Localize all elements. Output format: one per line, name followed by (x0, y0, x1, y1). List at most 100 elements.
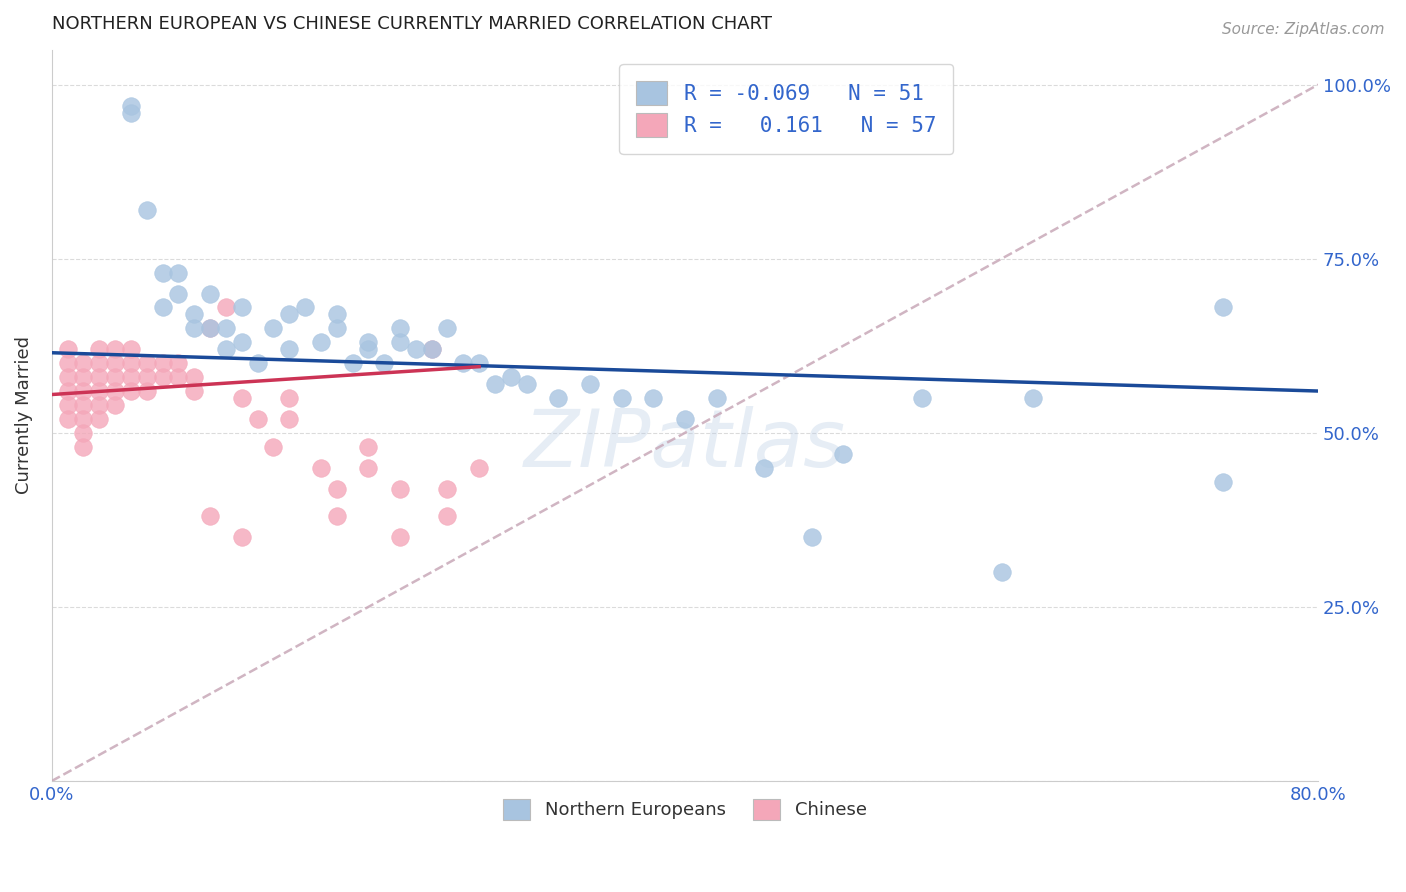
Point (72, 370, 94, 384)
Point (183, 370, 205, 384)
Point (388, 335, 411, 350)
Point (357, 460, 380, 475)
Point (309, 335, 332, 350)
Point (56, 343, 79, 357)
Point (294, 301, 316, 315)
Point (800, 530, 823, 544)
Point (231, 391, 253, 405)
Point (610, 391, 633, 405)
Point (643, 391, 665, 405)
Point (104, 398, 127, 412)
Point (72, 398, 94, 412)
Point (579, 377, 602, 392)
Point (120, 356, 142, 370)
Point (72, 440, 94, 454)
Point (309, 460, 332, 475)
Point (152, 356, 174, 370)
Point (673, 412, 696, 426)
Point (89, 356, 111, 370)
Point (262, 440, 284, 454)
Point (167, 286, 190, 301)
Point (357, 440, 380, 454)
Point (246, 412, 269, 426)
Point (420, 343, 443, 357)
Point (357, 335, 380, 350)
Point (56, 356, 79, 370)
Point (342, 356, 364, 370)
Point (752, 460, 775, 475)
Point (278, 308, 301, 322)
Point (135, 356, 157, 370)
Point (72, 412, 94, 426)
Point (89, 398, 111, 412)
Point (484, 377, 506, 392)
Point (246, 356, 269, 370)
Point (215, 301, 238, 315)
Point (373, 356, 395, 370)
Point (104, 356, 127, 370)
Point (167, 356, 190, 370)
Point (547, 391, 569, 405)
Point (135, 370, 157, 384)
Point (231, 301, 253, 315)
Point (516, 377, 538, 392)
Point (990, 565, 1012, 579)
Point (152, 301, 174, 315)
Point (911, 391, 934, 405)
Point (135, 384, 157, 398)
Point (56, 370, 79, 384)
Text: Source: ZipAtlas.com: Source: ZipAtlas.com (1222, 22, 1385, 37)
Text: NORTHERN EUROPEAN VS CHINESE CURRENTLY MARRIED CORRELATION CHART: NORTHERN EUROPEAN VS CHINESE CURRENTLY M… (52, 15, 772, 33)
Point (198, 321, 221, 335)
Point (56, 412, 79, 426)
Point (183, 308, 205, 322)
Point (183, 321, 205, 335)
Point (120, 98, 142, 112)
Y-axis label: Currently Married: Currently Married (15, 336, 32, 494)
Point (152, 266, 174, 280)
Point (72, 384, 94, 398)
Point (89, 384, 111, 398)
Point (89, 370, 111, 384)
Point (278, 343, 301, 357)
Point (262, 321, 284, 335)
Point (198, 509, 221, 524)
Point (357, 343, 380, 357)
Point (56, 384, 79, 398)
Point (325, 321, 347, 335)
Point (388, 530, 411, 544)
Point (89, 412, 111, 426)
Legend: Northern Europeans, Chinese: Northern Europeans, Chinese (496, 791, 873, 827)
Point (72, 425, 94, 440)
Point (388, 482, 411, 496)
Text: ZIPatlas: ZIPatlas (524, 406, 846, 483)
Point (56, 398, 79, 412)
Point (120, 343, 142, 357)
Point (436, 509, 458, 524)
Point (499, 370, 522, 384)
Point (468, 356, 491, 370)
Point (453, 356, 475, 370)
Point (215, 321, 238, 335)
Point (72, 356, 94, 370)
Point (231, 530, 253, 544)
Point (198, 286, 221, 301)
Point (325, 509, 347, 524)
Point (1212, 301, 1234, 315)
Point (120, 370, 142, 384)
Point (135, 202, 157, 217)
Point (152, 370, 174, 384)
Point (104, 343, 127, 357)
Point (436, 482, 458, 496)
Point (706, 391, 728, 405)
Point (325, 308, 347, 322)
Point (468, 460, 491, 475)
Point (1212, 475, 1234, 489)
Point (420, 343, 443, 357)
Point (120, 105, 142, 120)
Point (1022, 391, 1045, 405)
Point (405, 343, 427, 357)
Point (167, 370, 190, 384)
Point (388, 321, 411, 335)
Point (89, 343, 111, 357)
